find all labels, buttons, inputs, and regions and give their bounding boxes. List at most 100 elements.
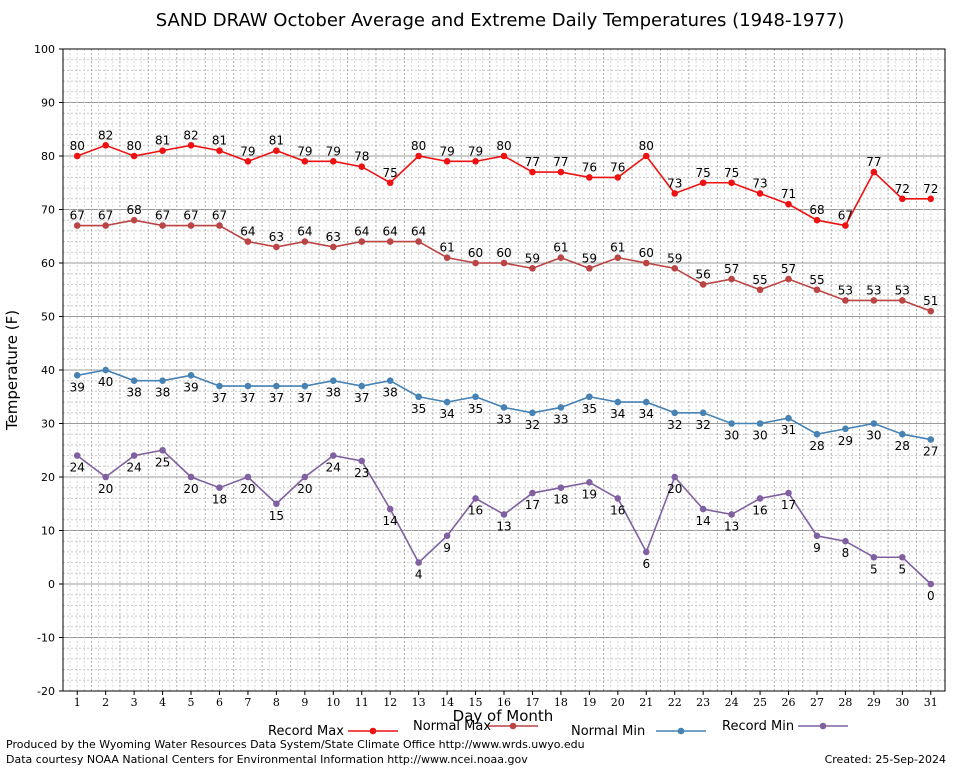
data-label: 9: [813, 541, 821, 555]
data-label: 75: [696, 166, 711, 180]
x-tick-label: 25: [753, 696, 767, 709]
data-label: 20: [240, 482, 255, 496]
data-point: [728, 420, 735, 427]
data-label: 16: [610, 503, 625, 517]
data-point: [386, 238, 394, 245]
data-point: [899, 430, 906, 438]
data-label: 72: [895, 182, 910, 196]
data-label: 31: [781, 423, 796, 437]
x-tick-label: 1: [74, 696, 81, 709]
data-label: 32: [525, 418, 540, 432]
data-point: [415, 393, 422, 401]
data-label: 61: [610, 241, 625, 255]
legend: Record Max Normal Max Normal Min Record Min: [268, 719, 848, 739]
data-point: [500, 259, 508, 267]
y-tick-label: 0: [48, 578, 55, 591]
data-label: 68: [126, 203, 141, 217]
data-point: [899, 297, 906, 304]
data-label: 81: [155, 134, 170, 148]
data-label: 67: [155, 209, 170, 223]
data-label: 25: [155, 455, 170, 469]
data-point: [301, 473, 309, 481]
data-label: 13: [724, 519, 739, 533]
data-label: 9: [443, 541, 451, 555]
data-point: [671, 473, 679, 481]
data-label: 8: [842, 546, 850, 560]
x-tick-label: 21: [639, 696, 653, 709]
data-label: 35: [468, 402, 483, 416]
data-point: [699, 281, 707, 288]
data-point: [358, 382, 366, 390]
data-label: 38: [383, 386, 398, 400]
data-label: 64: [383, 225, 398, 239]
data-label: 75: [383, 166, 398, 180]
data-point: [557, 484, 565, 492]
data-point: [329, 158, 337, 165]
data-point: [557, 404, 565, 411]
data-label: 60: [639, 246, 654, 260]
y-tick-label: 30: [41, 418, 55, 431]
data-point: [614, 495, 622, 502]
data-point: [671, 265, 679, 272]
data-point: [500, 511, 508, 518]
legend-label: Record Max: [268, 724, 344, 739]
data-label: 34: [439, 407, 454, 421]
data-point: [642, 152, 650, 160]
x-tick-label: 4: [159, 696, 166, 709]
data-label: 4: [415, 568, 423, 582]
data-label: 82: [98, 128, 113, 142]
data-label: 20: [183, 482, 198, 496]
data-point: [472, 158, 479, 165]
data-point: [472, 495, 479, 502]
data-label: 53: [895, 283, 910, 297]
data-label: 24: [70, 461, 85, 475]
data-point: [102, 142, 109, 149]
data-point: [614, 254, 622, 261]
legend-item-record-max: Record Max: [268, 724, 398, 739]
data-label: 34: [610, 407, 625, 421]
data-point: [785, 275, 792, 283]
data-point: [73, 152, 81, 160]
data-label: 81: [212, 134, 227, 148]
data-point: [273, 382, 280, 390]
data-label: 14: [696, 514, 711, 528]
x-tick-label: 28: [838, 696, 852, 709]
x-tick-label: 12: [383, 696, 397, 709]
data-label: 67: [70, 209, 85, 223]
data-label: 5: [899, 562, 907, 576]
data-point: [130, 377, 138, 385]
data-label: 33: [496, 412, 511, 426]
x-tick-label: 9: [301, 696, 308, 709]
data-point: [671, 190, 679, 197]
x-tick-label: 5: [188, 696, 195, 709]
data-point: [586, 265, 593, 272]
data-label: 76: [610, 160, 625, 174]
data-point: [187, 142, 195, 149]
data-point: [386, 377, 394, 385]
data-label: 82: [183, 128, 198, 142]
x-tick-label: 17: [525, 696, 539, 709]
data-label: 60: [468, 246, 483, 260]
legend-label: Normal Min: [571, 724, 645, 739]
series-record-max: 80 82 80 81 82 81 79 81 79 79 78 75 80 79 79 80 77 77 76 76…: [70, 128, 938, 229]
data-label: 39: [70, 380, 85, 394]
x-tick-label: 24: [725, 696, 739, 709]
data-point: [187, 372, 195, 379]
data-point: [927, 436, 935, 443]
data-point: [728, 511, 735, 518]
data-label: 75: [724, 166, 739, 180]
data-point: [244, 158, 252, 165]
data-point: [927, 307, 935, 315]
data-label: 59: [667, 251, 682, 265]
data-point: [899, 195, 906, 203]
data-label: 63: [269, 230, 284, 244]
data-point: [614, 398, 622, 406]
data-point: [842, 425, 849, 433]
y-tick-label: 80: [41, 150, 55, 163]
data-point: [159, 446, 166, 454]
x-tick-label: 23: [696, 696, 710, 709]
data-label: 30: [866, 429, 881, 443]
data-label: 57: [781, 262, 796, 276]
data-point: [415, 238, 422, 245]
